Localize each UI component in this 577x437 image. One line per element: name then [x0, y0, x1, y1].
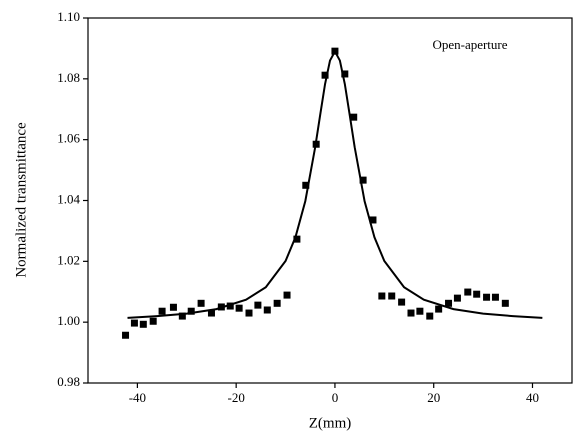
x-axis-label: Z(mm): [309, 415, 352, 431]
y-tick-label: 1.10: [57, 9, 80, 24]
data-point: [312, 140, 320, 148]
data-point: [207, 309, 215, 317]
data-point: [416, 307, 424, 315]
y-tick-label: 1.02: [57, 252, 80, 267]
data-point: [283, 291, 291, 299]
data-point: [302, 181, 310, 189]
data-point: [341, 70, 349, 78]
data-point: [197, 299, 205, 307]
data-point: [273, 299, 281, 307]
y-tick-label: 0.98: [57, 374, 80, 389]
y-tick-label: 1.04: [57, 191, 80, 206]
x-tick-label: 20: [427, 390, 440, 405]
data-point: [158, 307, 166, 315]
data-point: [331, 47, 339, 55]
data-point: [226, 302, 234, 310]
data-point: [263, 306, 271, 314]
data-point: [187, 307, 195, 315]
data-point: [350, 113, 358, 121]
data-point: [435, 305, 443, 313]
data-point: [407, 309, 415, 317]
data-point: [388, 292, 396, 300]
fit-line: [127, 49, 543, 319]
y-tick-label: 1.08: [57, 70, 80, 85]
data-point: [169, 303, 177, 311]
x-tick-label: 40: [526, 390, 539, 405]
x-tick-label: -20: [227, 390, 244, 405]
data-point: [130, 319, 138, 327]
annotation: Open-aperture: [432, 37, 507, 52]
plot-frame: [87, 17, 573, 384]
data-point: [426, 312, 434, 320]
data-point: [501, 299, 509, 307]
y-tick-label: 1.00: [57, 313, 80, 328]
data-point: [122, 331, 130, 339]
data-point: [178, 312, 186, 320]
data-point: [245, 309, 253, 317]
data-point: [453, 294, 461, 302]
data-point: [139, 320, 147, 328]
data-point: [217, 303, 225, 311]
data-point: [398, 298, 406, 306]
y-tick-label: 1.06: [57, 131, 80, 146]
data-point: [359, 176, 367, 184]
data-point: [378, 292, 386, 300]
data-point: [321, 71, 329, 79]
data-point: [254, 301, 262, 309]
data-point: [483, 293, 491, 301]
data-point: [464, 288, 472, 296]
data-point: [293, 235, 301, 243]
y-axis-label: Normalized transmittance: [13, 122, 29, 278]
x-tick-label: 0: [332, 390, 339, 405]
data-point: [491, 293, 499, 301]
data-point: [369, 216, 377, 224]
data-point: [149, 317, 157, 325]
data-point: [235, 304, 243, 312]
data-point: [473, 290, 481, 298]
x-tick-label: -40: [129, 390, 146, 405]
data-point: [445, 299, 453, 307]
